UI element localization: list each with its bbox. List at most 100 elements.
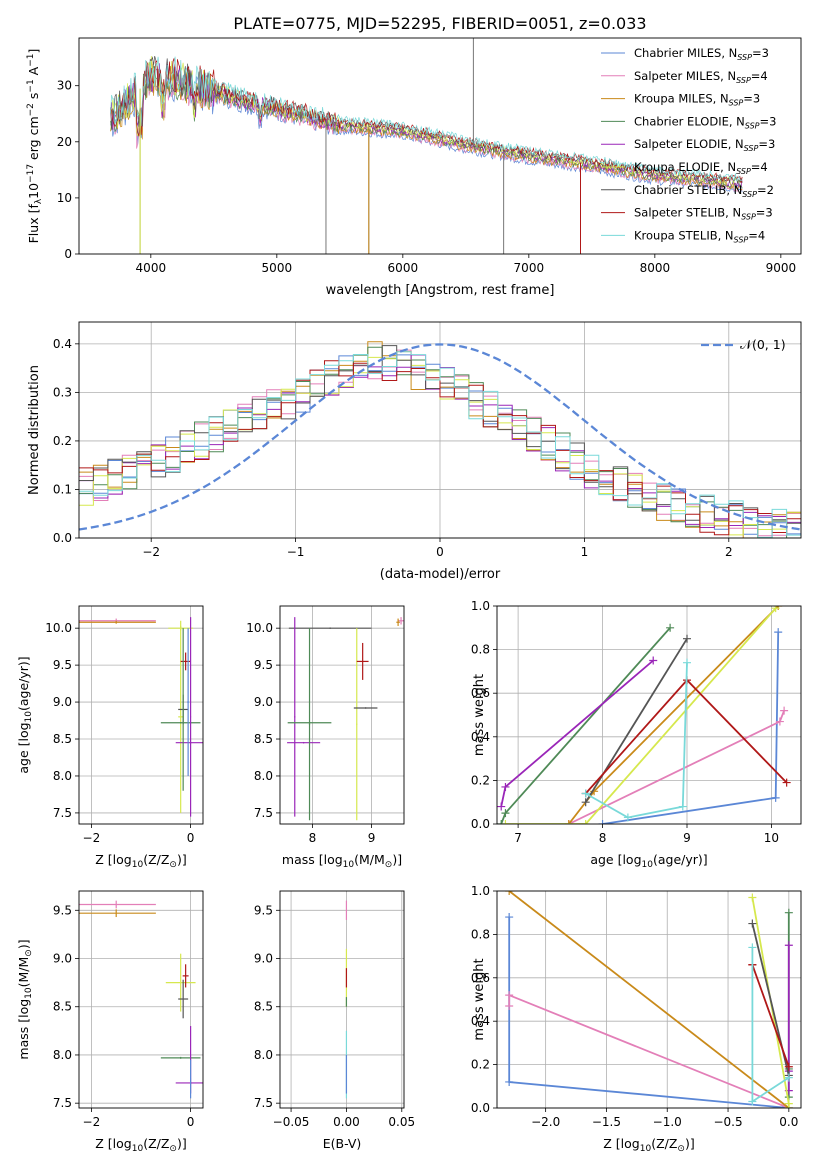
x-tick-label: 0.0 [779,1115,798,1129]
weight-line [508,993,790,1108]
legend-count: =4 [751,69,768,83]
legend-entry: 𝒩(0, 1) [740,337,786,352]
y-tick-label: 0.3 [53,385,72,399]
y-tick-label: 1.0 [471,599,490,613]
x-tick-label: −2.0 [531,1115,560,1129]
x-axis-label: mass [log10(M/M⊙)] [282,852,402,870]
weight-marker [780,706,789,715]
y-tick-label: 9.0 [254,695,273,709]
weight-marker [505,1002,514,1011]
weight-marker [497,802,506,811]
weight-marker [505,891,514,895]
y-tick-label: 8.5 [254,1000,273,1014]
x-tick-label: −2 [142,545,160,559]
y-tick-label: 0.8 [471,643,490,657]
y-tick-label: 0.4 [471,1014,490,1028]
label-text: s [26,93,41,104]
label-subscript: 10 [640,1144,652,1154]
y-tick-label: 9.0 [53,952,72,966]
legend-count: =3 [752,46,769,60]
x-tick-label: 0 [436,545,444,559]
label-text: (age/yr)] [16,656,31,711]
legend-count: =3 [760,114,777,128]
label-text: A [26,66,41,79]
label-text: Z [log [603,1136,639,1151]
legend-name: Kroupa ELODIE, N [634,160,736,174]
y-axis-label: mass weight [472,958,487,1040]
y-tick-label: 7.5 [254,806,273,820]
y-tick-label: 0.2 [53,434,72,448]
y-tick-label: 8.5 [53,1000,72,1014]
legend-name: Chabrier STELIB, N [634,183,742,197]
normal-curve [79,343,801,531]
label-text: Z [log [95,852,131,867]
y-tick-label: 9.5 [254,903,273,917]
y-tick-label: 7.5 [53,1096,72,1110]
y-tick-label: 0.0 [53,531,72,545]
weight-line [505,607,777,824]
label-text: )] [685,1136,695,1151]
y-tick-label: 9.5 [254,658,273,672]
weight-marker [748,919,757,928]
y-tick-label: 8.0 [254,1048,273,1062]
legend-name: Kroupa STELIB, N [634,228,734,242]
spectrum-line [110,60,743,191]
x-tick-label: −0.05 [273,1115,310,1129]
x-tick-label: −2 [83,831,101,845]
legend-subscript: SSP [734,235,749,244]
x-tick-label: 8 [599,831,607,845]
weight-marker [683,658,691,667]
panel-weight_vs_Z: −2.0 −1.5 −1.0 −0.5 0.0 0.0 0.2 0.4 0.6 0.8 1.0 Z [… [471,884,802,1154]
label-subscript: 10 [24,987,34,999]
y-tick-label: 0.6 [471,686,490,700]
weight-marker [774,628,783,637]
panel-mass_vs_Z: −2 07.58.08.59.09.5Z [log10(Z/Z⊙)]mass [l… [16,890,204,1154]
weight-line [751,947,790,1104]
label-text: E(B-V) [323,1136,362,1151]
histogram-series [79,351,801,538]
weight-marker [501,820,510,824]
y-tick-label: 20 [57,135,72,149]
y-tick-label: 0.0 [471,1101,490,1115]
legend-entry: Kroupa STELIB, NSSP=4 [634,228,765,244]
weight-marker [748,1097,757,1106]
y-tick-label: 0.2 [471,1058,490,1072]
legend-entry: Chabrier STELIB, NSSP=2 [634,183,774,199]
label-text: −1 [26,79,36,92]
x-tick-label: 0 [187,831,195,845]
legend-subscript: SSP [745,121,760,130]
panel-age_vs_Z: −2 07.58.08.59.09.510.0Z [log10(Z/Z⊙)]age… [16,605,204,870]
label-text: (M/M [16,957,31,988]
label-text: −17 [26,164,36,183]
legend-subscript: SSP [736,167,751,176]
y-tick-label: 10 [57,191,72,205]
axes-frame [496,605,802,825]
plot-area [79,617,203,817]
plot-area [79,341,801,538]
weight-marker [784,1104,793,1108]
label-subscript: ⊙ [677,1144,685,1154]
weight-marker [505,991,514,1000]
y-tick-label: 1.0 [471,884,490,898]
legend-name: Salpeter ELODIE, N [634,137,744,151]
label-text: )] [392,852,402,867]
y-tick-label: 0 [64,247,72,261]
legend-name: Chabrier MILES, N [634,46,737,60]
x-tick-label: 6000 [388,261,419,275]
legend-name: Salpeter STELIB, N [634,206,741,220]
weight-marker [501,782,510,791]
axes-frame [78,605,204,825]
plot-area [110,38,743,254]
legend-subscript: SSP [736,76,751,85]
y-axis-label: mass weight [472,674,487,756]
legend-entry: Salpeter MILES, NSSP=4 [634,69,768,85]
histogram-series [79,360,801,536]
x-axis-label: Z [log10(Z/Z⊙)] [95,1136,186,1154]
legend-subscript: SSP [744,144,759,153]
legend-subscript: SSP [741,213,756,222]
weight-marker [748,943,757,952]
label-text: Z [log [95,1136,131,1151]
weight-marker [581,820,590,824]
figure-title: PLATE=0775, MJD=52295, FIBERID=0051, z=0… [233,14,646,33]
